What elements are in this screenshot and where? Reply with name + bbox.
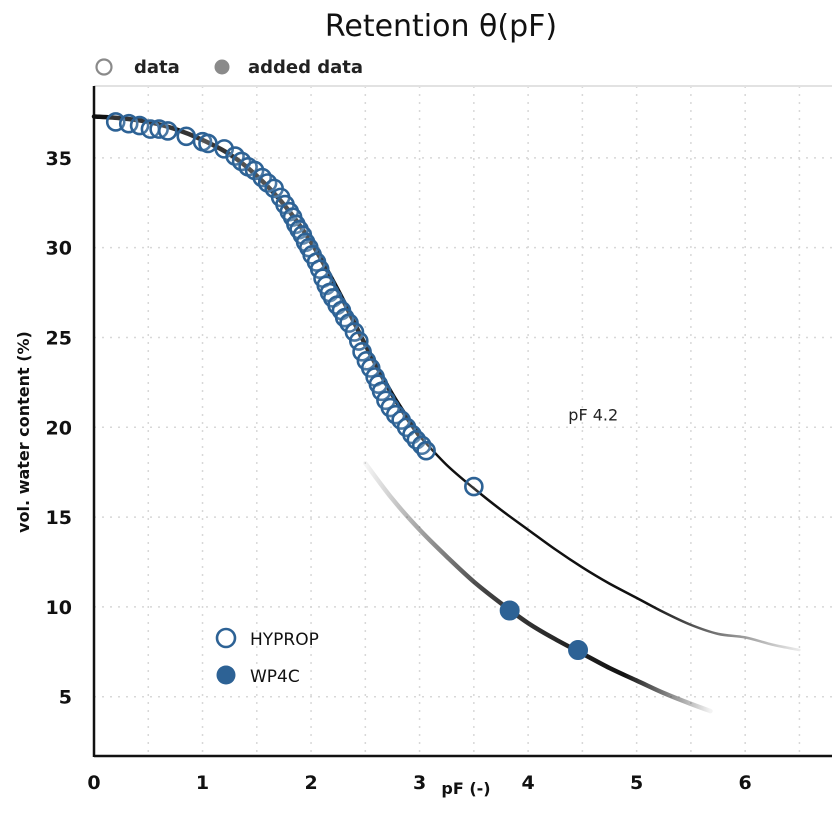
hyprop-data-point xyxy=(464,476,484,497)
legend-wp4c-marker-icon xyxy=(216,665,236,685)
wp4c-data-point xyxy=(568,640,589,661)
legend-hyprop-label: HYPROP xyxy=(250,630,319,650)
legend-open-circle-icon xyxy=(95,58,113,76)
wp4c-fit-curve xyxy=(363,460,713,714)
axes-layer xyxy=(92,85,832,758)
hyprop-data-point xyxy=(416,440,436,461)
hyprop-data-point xyxy=(349,331,369,351)
tick-labels-layer: 0 1 2 3 4 5 6 5 10 15 20 25 30 35 xyxy=(46,148,752,794)
hyprop-fit-curve-extension xyxy=(418,435,801,652)
hyprop-data-point xyxy=(371,381,392,402)
y-axis-label: vol. water content (%) xyxy=(14,331,33,533)
wp4c-data-point xyxy=(499,600,520,621)
grid-layer xyxy=(94,86,832,756)
hyprop-data-point xyxy=(198,133,218,154)
hyprop-data-point xyxy=(129,115,150,136)
x-tick-label: 2 xyxy=(304,772,317,794)
data-points-layer xyxy=(105,112,589,661)
hyprop-data-point xyxy=(360,358,381,378)
hyprop-data-point xyxy=(176,126,197,147)
legend-data-label: data xyxy=(134,57,180,78)
x-tick-label: 5 xyxy=(630,772,643,794)
legend-added-data-label: added data xyxy=(248,57,363,78)
y-tick-label: 25 xyxy=(46,327,72,349)
y-tick-label: 20 xyxy=(46,417,72,439)
hyprop-data-point xyxy=(352,342,372,362)
legend-wp4c-label: WP4C xyxy=(250,667,300,687)
annotation-layer: pF 4.2 xyxy=(568,406,618,425)
x-tick-label: 4 xyxy=(522,772,535,794)
x-tick-label: 3 xyxy=(413,772,426,794)
y-tick-label: 35 xyxy=(46,148,72,170)
y-tick-label: 15 xyxy=(46,507,72,529)
fit-curves-layer xyxy=(91,114,801,714)
y-tick-label: 5 xyxy=(59,687,72,709)
x-axis-label: pF (-) xyxy=(441,779,490,798)
pf-annotation: pF 4.2 xyxy=(568,406,618,425)
inner-legend: HYPROP WP4C xyxy=(215,627,319,687)
x-tick-label: 0 xyxy=(87,772,100,794)
chart-title: Retention θ(pF) xyxy=(325,9,557,44)
top-legend: data added data xyxy=(95,57,363,78)
hyprop-data-point xyxy=(344,322,365,342)
y-tick-label: 10 xyxy=(46,597,72,619)
x-tick-label: 1 xyxy=(196,772,209,794)
x-tick-label: 6 xyxy=(739,772,752,794)
legend-filled-circle-icon xyxy=(214,59,230,75)
legend-hyprop-marker-icon xyxy=(215,627,237,649)
y-tick-label: 30 xyxy=(46,238,72,260)
hyprop-data-point xyxy=(158,121,178,141)
